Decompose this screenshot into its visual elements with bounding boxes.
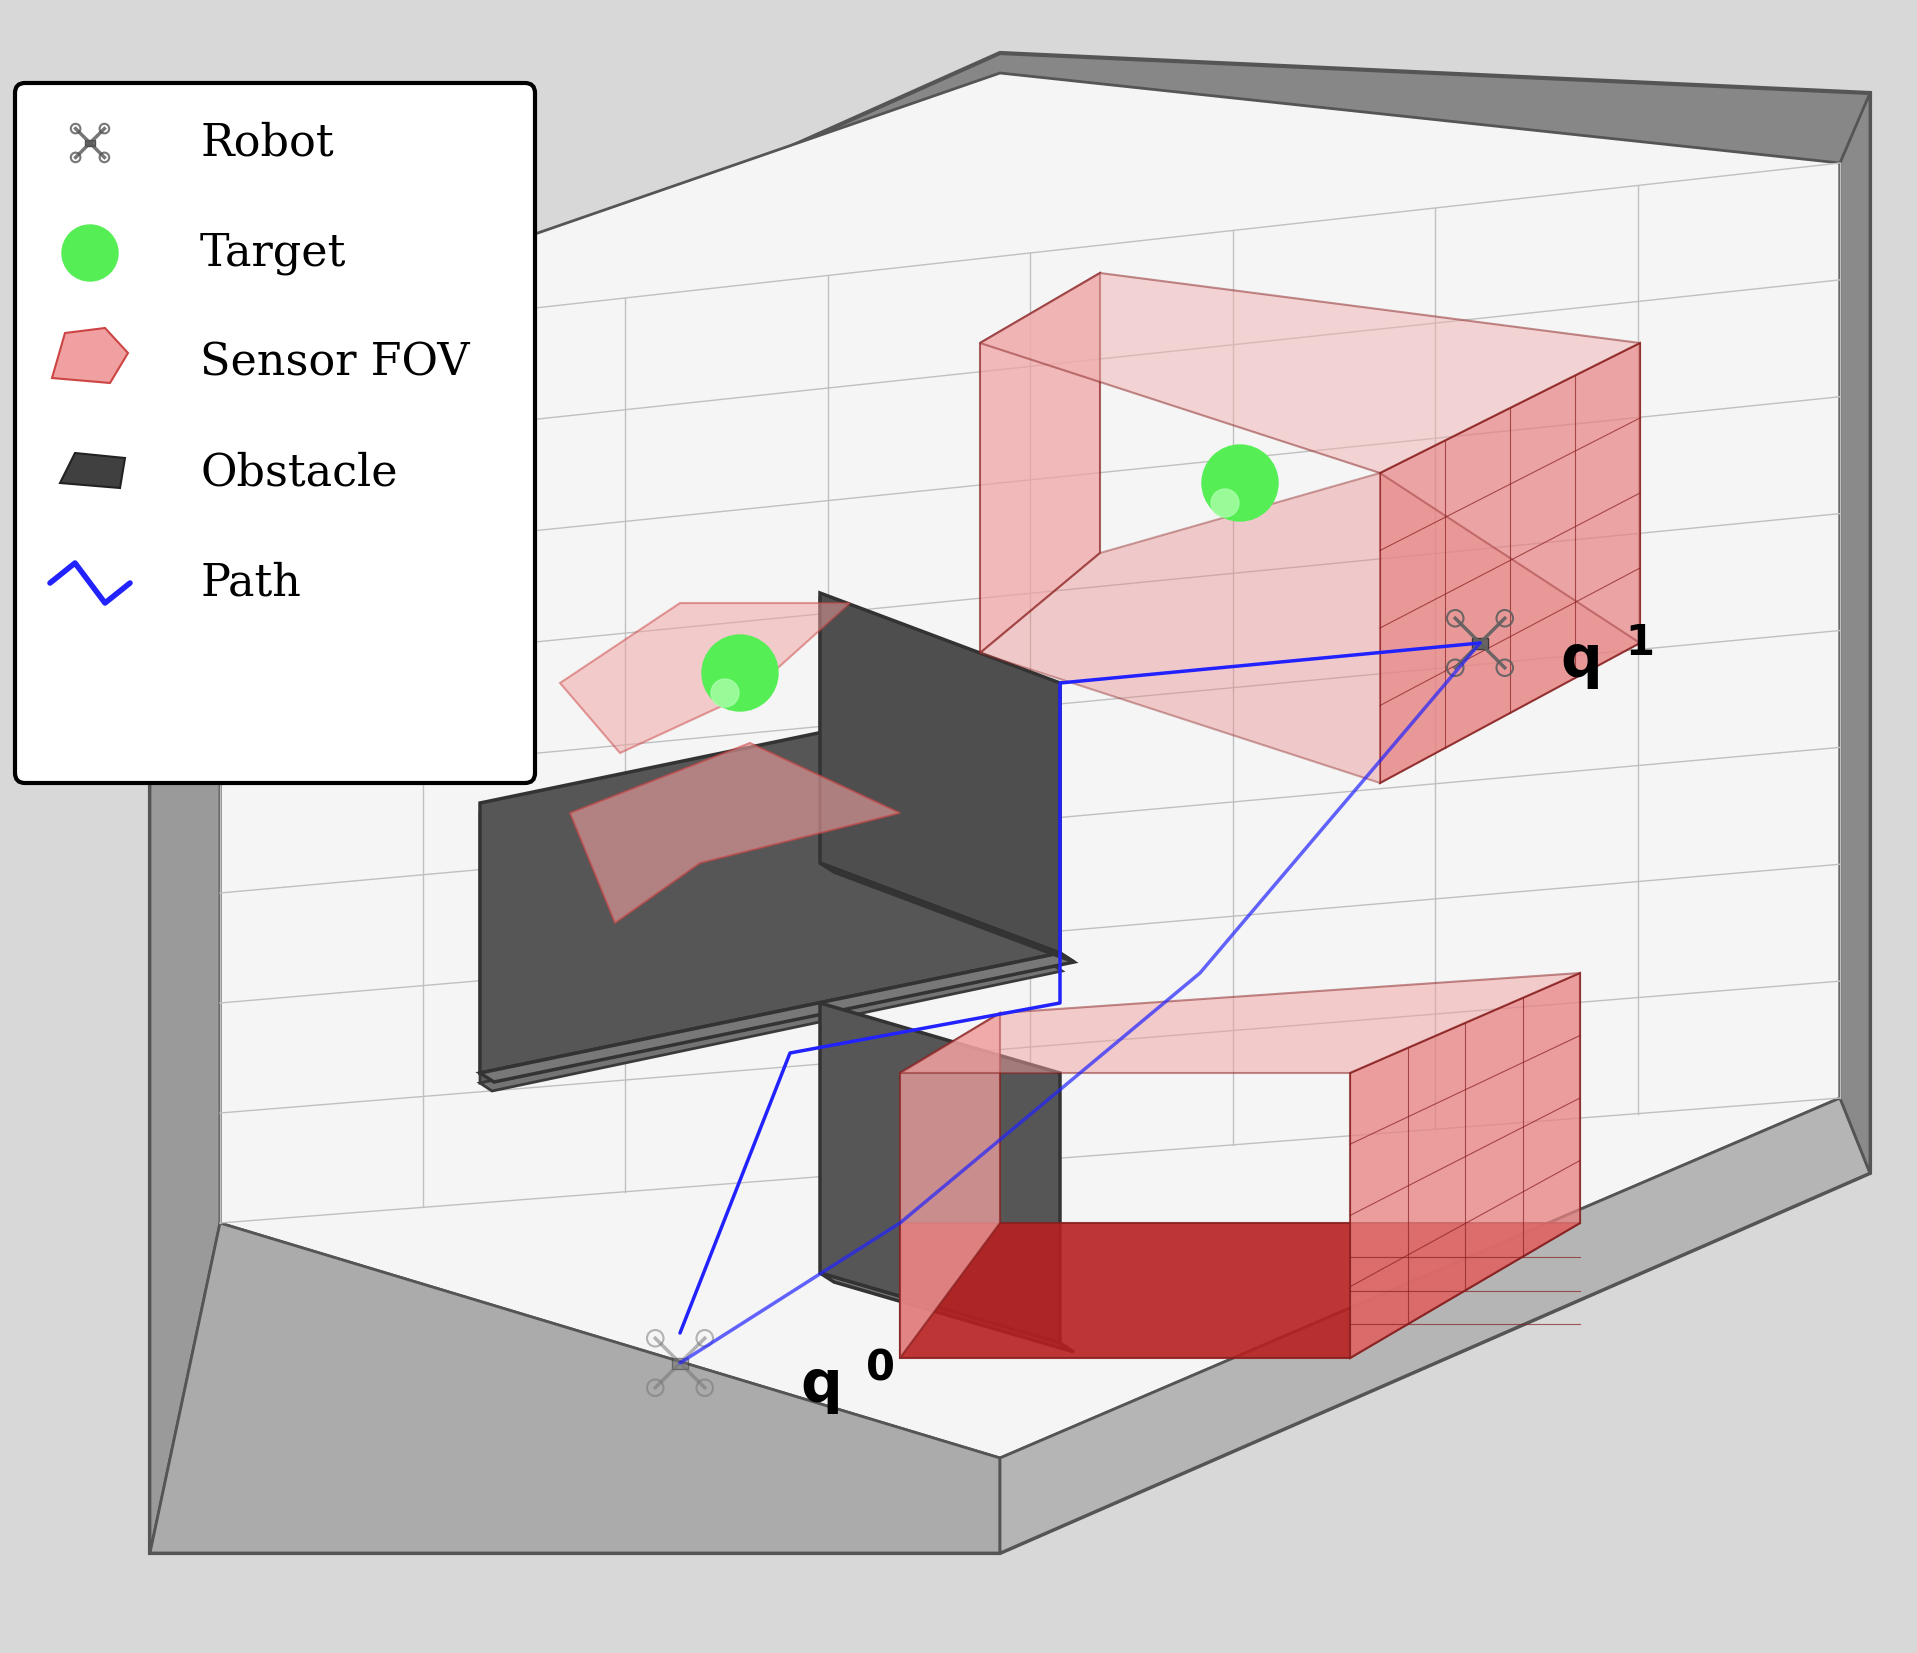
Text: $\mathbf{0}$: $\mathbf{0}$	[865, 1347, 893, 1389]
Polygon shape	[820, 863, 1074, 962]
Text: Sensor FOV: Sensor FOV	[199, 342, 470, 385]
Polygon shape	[479, 683, 1060, 1073]
Text: $\mathbf{1}$: $\mathbf{1}$	[1626, 622, 1652, 665]
FancyBboxPatch shape	[15, 83, 535, 784]
Polygon shape	[1472, 638, 1488, 648]
Text: $\mathbf{q}$: $\mathbf{q}$	[1560, 635, 1599, 691]
Circle shape	[1212, 489, 1238, 517]
Polygon shape	[899, 1223, 1580, 1359]
Polygon shape	[980, 273, 1100, 653]
Polygon shape	[1001, 1098, 1869, 1554]
Polygon shape	[150, 1223, 1001, 1554]
Text: Robot: Robot	[199, 121, 334, 165]
Polygon shape	[820, 593, 1060, 954]
Polygon shape	[980, 273, 1641, 473]
Polygon shape	[479, 964, 1062, 1091]
Circle shape	[711, 679, 738, 707]
Polygon shape	[671, 1357, 688, 1369]
Polygon shape	[820, 598, 1029, 959]
Polygon shape	[1380, 344, 1641, 784]
Polygon shape	[84, 141, 94, 145]
Polygon shape	[220, 73, 1840, 1458]
Text: Target: Target	[199, 231, 347, 274]
Text: $\mathbf{q}$: $\mathbf{q}$	[799, 1360, 840, 1417]
Circle shape	[702, 635, 778, 711]
Polygon shape	[479, 693, 1051, 1083]
Polygon shape	[820, 868, 1043, 965]
Polygon shape	[820, 1003, 1060, 1342]
Text: Path: Path	[199, 562, 301, 605]
Polygon shape	[150, 53, 1869, 1554]
Circle shape	[1202, 445, 1279, 521]
Polygon shape	[899, 974, 1580, 1073]
Polygon shape	[569, 742, 899, 922]
Polygon shape	[980, 473, 1641, 784]
Polygon shape	[150, 344, 220, 1554]
Polygon shape	[820, 1273, 1074, 1352]
Text: Obstacle: Obstacle	[199, 451, 397, 494]
Polygon shape	[899, 1013, 1001, 1359]
Polygon shape	[479, 954, 1074, 1083]
Circle shape	[61, 225, 119, 281]
Polygon shape	[560, 603, 849, 754]
Polygon shape	[52, 327, 128, 383]
Polygon shape	[59, 453, 125, 488]
Polygon shape	[1350, 974, 1580, 1359]
Polygon shape	[1840, 93, 1869, 1174]
